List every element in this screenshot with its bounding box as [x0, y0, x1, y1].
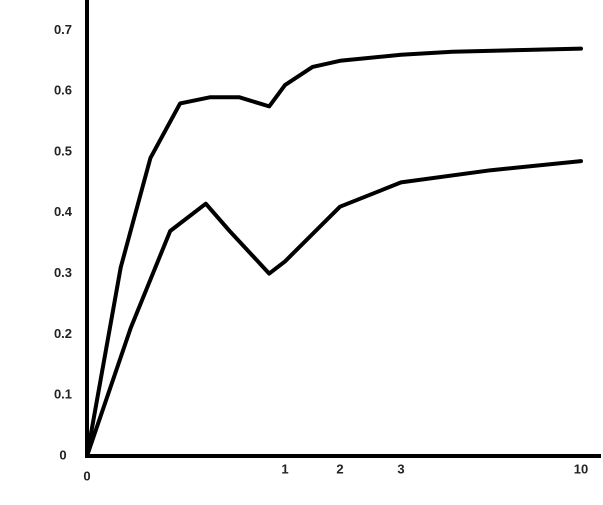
- line-series: [85, 46, 583, 458]
- x-tick-label: 0: [83, 468, 90, 483]
- y-tick-label: 0.1: [54, 387, 72, 402]
- x-tick-label: 1: [281, 461, 288, 476]
- line-series: [85, 159, 583, 458]
- y-tick-label: 0.4: [54, 204, 73, 219]
- y-tick-label: 0: [59, 447, 66, 462]
- x-tick-label: 2: [336, 461, 343, 476]
- y-tick-label: 0.6: [54, 83, 72, 98]
- x-tick-label: 3: [397, 461, 404, 476]
- y-tick-label: 0.5: [54, 143, 72, 158]
- x-tick-label: 10: [574, 461, 588, 476]
- y-tick-label: 0.2: [54, 326, 72, 341]
- y-tick-label: 0.3: [54, 265, 72, 280]
- y-tick-label: 0.7: [54, 22, 72, 37]
